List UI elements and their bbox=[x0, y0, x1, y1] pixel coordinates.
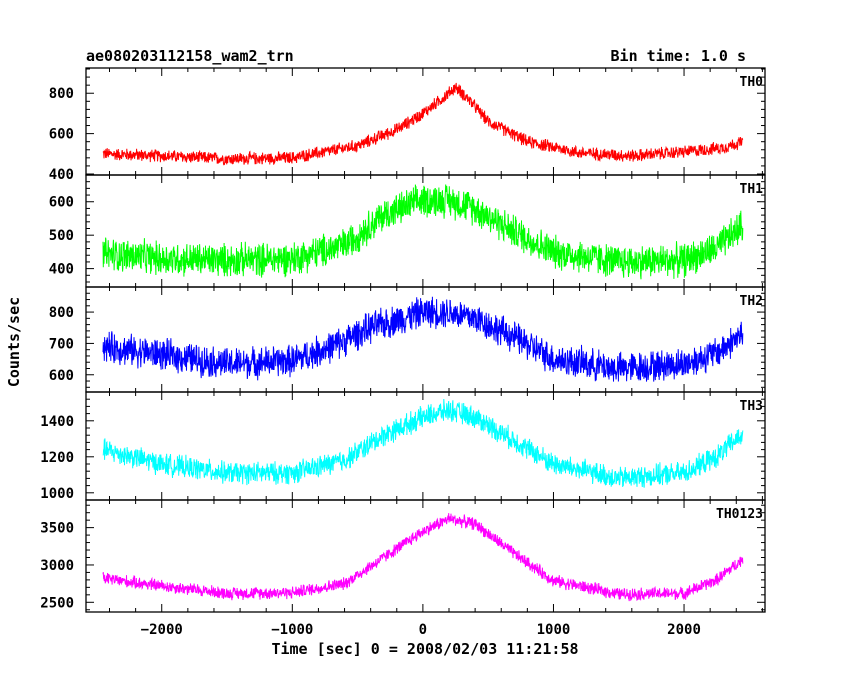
panel-frame bbox=[85, 286, 766, 393]
panel-label: TH0123 bbox=[716, 507, 763, 522]
panel-th0123: 2500 3000 3500 TH0123 bbox=[40, 499, 766, 613]
y-tick-label: 1200 bbox=[40, 450, 74, 466]
series-line-th0123 bbox=[102, 513, 744, 602]
panel-label: TH2 bbox=[740, 294, 763, 309]
panel-th0: 400 600 800 TH0 bbox=[49, 67, 766, 183]
bin-time-label: Bin time: 1.0 s bbox=[611, 47, 746, 65]
x-tick-label: 1000 bbox=[537, 622, 571, 638]
y-tick-label: 3500 bbox=[40, 521, 74, 537]
y-tick-label: 600 bbox=[49, 195, 74, 211]
panel-th2: 600 700 800 TH2 bbox=[49, 286, 766, 393]
series-line-th0 bbox=[102, 82, 744, 166]
panel-label: TH1 bbox=[740, 182, 764, 197]
series-line-th1 bbox=[102, 184, 744, 280]
y-tick-label: 600 bbox=[49, 127, 74, 143]
y-tick-label: 1400 bbox=[40, 414, 74, 430]
panel-label: TH0 bbox=[740, 75, 764, 90]
y-tick-label: 800 bbox=[49, 305, 74, 321]
y-tick-label: 1000 bbox=[40, 486, 74, 502]
panel-label: TH3 bbox=[740, 399, 763, 414]
y-axis-label: Counts/sec bbox=[5, 297, 23, 387]
y-tick-label: 600 bbox=[49, 368, 74, 384]
y-tick-label: 700 bbox=[49, 336, 74, 352]
chart-title: ae080203112158_wam2_trn bbox=[86, 47, 294, 65]
panel-th3: 1000 1200 1400 TH3 bbox=[40, 391, 766, 502]
y-tick-label: 800 bbox=[49, 86, 74, 102]
y-tick-label: 500 bbox=[49, 228, 74, 244]
x-tick-label: −1000 bbox=[271, 622, 313, 638]
y-tick-label: 2500 bbox=[40, 595, 74, 611]
panel-th1: 400 500 600 TH1 bbox=[49, 174, 766, 288]
y-tick-label: 400 bbox=[49, 167, 74, 183]
series-line-th3 bbox=[102, 398, 744, 488]
y-tick-label: 3000 bbox=[40, 558, 74, 574]
x-tick-label: −2000 bbox=[141, 622, 183, 638]
x-tick-label: 2000 bbox=[667, 622, 701, 638]
panel-frame bbox=[85, 67, 766, 176]
x-axis-label: Time [sec] 0 = 2008/02/03 11:21:58 bbox=[271, 640, 578, 658]
y-tick-label: 400 bbox=[49, 262, 74, 278]
panel-frame bbox=[85, 499, 766, 613]
series-line-th2 bbox=[102, 296, 744, 382]
x-tick-label: 0 bbox=[419, 622, 427, 638]
panel-frame bbox=[85, 391, 766, 501]
